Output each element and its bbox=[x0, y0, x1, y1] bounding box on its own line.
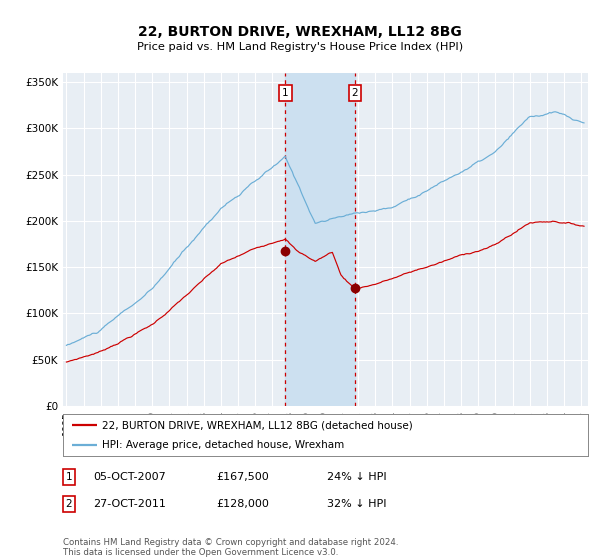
Text: 22, BURTON DRIVE, WREXHAM, LL12 8BG: 22, BURTON DRIVE, WREXHAM, LL12 8BG bbox=[138, 25, 462, 39]
Text: £128,000: £128,000 bbox=[216, 499, 269, 509]
Bar bbox=[286, 73, 355, 406]
Text: 1: 1 bbox=[65, 472, 73, 482]
Text: 2: 2 bbox=[352, 88, 358, 98]
Text: HPI: Average price, detached house, Wrexham: HPI: Average price, detached house, Wrex… bbox=[103, 441, 344, 450]
Text: 24% ↓ HPI: 24% ↓ HPI bbox=[327, 472, 386, 482]
Text: 32% ↓ HPI: 32% ↓ HPI bbox=[327, 499, 386, 509]
Text: 2: 2 bbox=[65, 499, 73, 509]
Text: 22, BURTON DRIVE, WREXHAM, LL12 8BG (detached house): 22, BURTON DRIVE, WREXHAM, LL12 8BG (det… bbox=[103, 421, 413, 430]
Text: 27-OCT-2011: 27-OCT-2011 bbox=[93, 499, 166, 509]
Text: Price paid vs. HM Land Registry's House Price Index (HPI): Price paid vs. HM Land Registry's House … bbox=[137, 42, 463, 52]
Text: 05-OCT-2007: 05-OCT-2007 bbox=[93, 472, 166, 482]
Text: 1: 1 bbox=[282, 88, 289, 98]
Text: £167,500: £167,500 bbox=[216, 472, 269, 482]
Text: Contains HM Land Registry data © Crown copyright and database right 2024.
This d: Contains HM Land Registry data © Crown c… bbox=[63, 538, 398, 557]
